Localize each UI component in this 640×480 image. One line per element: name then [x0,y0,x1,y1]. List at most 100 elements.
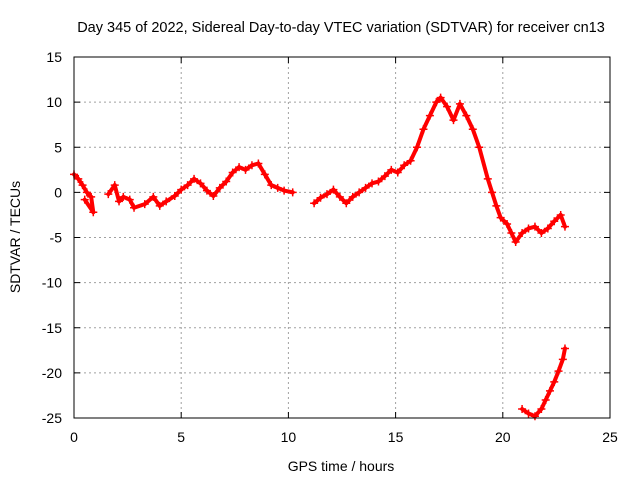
y-tick-label: 0 [54,184,62,200]
data-point-marker [436,93,445,102]
data-point-marker [560,222,569,231]
data-point-marker [537,228,546,237]
data-point-marker [545,386,554,395]
data-point-marker [455,99,464,108]
data-point-marker [380,172,389,181]
data-point-marker [558,355,567,364]
data-point-marker [190,174,199,183]
data-point-marker [247,161,256,170]
x-tick-label: 5 [177,429,185,445]
data-trace-segment [427,100,439,118]
data-trace-segment [256,161,267,177]
data-point-marker [524,409,533,418]
data-point-marker [543,224,552,233]
data-point-marker [413,143,422,152]
data-point-marker [342,199,351,208]
data-trace-segment [82,197,96,215]
data-point-marker [87,192,96,201]
data-point-marker [125,195,134,204]
x-tick-label: 20 [495,429,511,445]
x-tick-label: 10 [281,429,297,445]
x-tick-label: 25 [602,429,618,445]
data-point-marker [432,98,441,107]
data-point-marker [228,168,237,177]
data-point-marker [196,179,205,188]
data-point-marker [155,201,164,210]
data-point-marker [524,224,533,233]
y-tick-label: -20 [42,365,62,381]
data-point-marker [361,183,370,192]
data-point-marker [530,412,539,421]
data-trace-segment [408,145,420,163]
data-point-marker [140,200,149,209]
data-point-marker [288,188,297,197]
x-axis-label: GPS time / hours [288,458,395,474]
data-point-marker [518,228,527,237]
data-point-marker [496,213,505,222]
y-tick-label: -5 [50,230,63,246]
data-point-marker [329,185,338,194]
data-point-marker [511,238,520,247]
data-point-marker [550,377,559,386]
data-point-marker [74,174,83,183]
data-point-marker [393,168,402,177]
data-point-marker [348,192,357,201]
data-point-marker [462,111,471,120]
data-point-marker [215,183,224,192]
data-point-marker [443,102,452,111]
tick-layer: 0 5 10 15 20 25 15 10 5 0 -5 -10 -15 -20 -25 [42,49,618,445]
data-point-marker [550,217,559,226]
chart-title: Day 345 of 2022, Sidereal Day-to-day VTE… [77,20,605,36]
data-point-marker [267,181,276,190]
data-trace-segment [470,127,482,150]
data-point-marker [235,163,244,172]
data-point-marker [209,191,218,200]
data-point-marker [322,190,331,199]
data-point-marker [89,208,98,217]
data-point-marker [368,179,377,188]
y-tick-label: -15 [42,320,62,336]
data-point-marker [280,186,289,195]
data-point-marker [183,181,192,190]
data-point-marker [503,219,512,228]
data-trace-segment [477,145,490,181]
data-point-marker [483,174,492,183]
data-trace-segment [421,113,432,132]
data-point-marker [556,210,565,219]
data-point-marker [241,165,250,174]
y-tick-label: 5 [54,139,62,155]
data-point-marker [149,192,158,201]
data-point-marker [254,159,263,168]
data-point-marker [310,199,319,208]
data-point-marker [475,143,484,152]
data-trace-segment [451,101,462,123]
data-trace-segment [262,172,274,188]
data-point-marker [492,201,501,210]
data-trace-segment [415,127,426,150]
x-tick-label: 0 [70,429,78,445]
data-point-marker [273,183,282,192]
data-point-marker [177,185,186,194]
data-point-marker [162,197,171,206]
data-point-marker [260,170,269,179]
data-point-marker [488,188,497,197]
data-point-marker [554,367,563,376]
data-point-marker [374,177,383,186]
data-point-marker [110,181,119,190]
data-point-marker [560,344,569,353]
data-point-marker [119,192,128,201]
y-tick-label: -25 [42,410,62,426]
data-trace-segment [464,113,475,132]
data-point-marker [80,195,89,204]
data-point-marker [335,192,344,201]
data-point-marker [115,197,124,206]
y-tick-label: -10 [42,275,62,291]
data-point-marker [130,203,139,212]
data-point-marker [222,177,231,186]
data-point-marker [82,188,91,197]
data-point-marker [202,186,211,195]
data-point-marker [537,404,546,413]
data-point-marker [400,161,409,170]
data-point-marker [449,116,458,125]
